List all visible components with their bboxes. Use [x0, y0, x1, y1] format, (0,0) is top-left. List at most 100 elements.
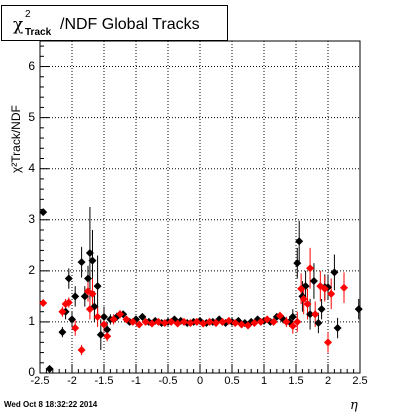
data-point-red [58, 307, 67, 316]
data-point-red [135, 320, 144, 329]
y-tick-label: 3 [28, 211, 35, 226]
data-point-red [256, 317, 265, 326]
data-point-red [297, 284, 306, 293]
axis-ticks [39, 45, 361, 374]
data-point-red [340, 283, 348, 292]
y-axis-label-wrap: χ²Track/NDF [2, 90, 23, 173]
data-point-black [58, 328, 67, 337]
x-tick-label: 1 [260, 375, 268, 387]
data-point-red [192, 317, 201, 326]
data-point-red [160, 318, 169, 327]
data-point-black [84, 274, 92, 283]
data-point-red [180, 317, 188, 326]
data-point-red [154, 317, 163, 326]
data-markers [39, 208, 363, 373]
data-point-black [85, 248, 94, 257]
data-point-red [263, 315, 272, 324]
data-point-red [299, 294, 308, 303]
data-point-red [288, 322, 297, 331]
data-point-red [141, 317, 150, 326]
data-point-red [311, 310, 320, 319]
data-point-black [68, 315, 76, 324]
data-point-black [354, 305, 363, 314]
data-point-red [186, 318, 195, 327]
x-tick-label: -1 [131, 375, 141, 387]
data-point-black [330, 268, 339, 277]
y-tick-label: 1 [28, 313, 35, 328]
data-point-red [324, 338, 332, 347]
data-point-black [306, 310, 315, 319]
data-point-red [218, 317, 227, 326]
y-tick-label: 2 [28, 262, 35, 277]
data-point-black [314, 318, 323, 327]
data-point-red [244, 321, 252, 330]
data-point-red [293, 317, 302, 326]
x-tick-label: 0.5 [224, 375, 240, 387]
data-point-black [80, 292, 89, 301]
data-point-black [93, 282, 102, 291]
data-point-black [309, 277, 318, 286]
y-tick-label: 4 [28, 160, 35, 175]
data-point-red [122, 315, 131, 324]
x-tick-label: -1.5 [94, 375, 114, 387]
data-point-red [39, 299, 48, 308]
data-point-black [77, 258, 86, 267]
x-tick-label: -0.5 [158, 375, 178, 387]
data-point-black [71, 292, 80, 301]
data-point-red [269, 317, 278, 326]
data-point-black [64, 274, 73, 283]
y-tick-label: 0 [28, 365, 35, 379]
data-point-black [293, 259, 302, 268]
data-point-red [116, 310, 124, 319]
data-point-black [100, 312, 108, 321]
data-point-red [224, 316, 233, 325]
data-point-red [231, 318, 240, 327]
data-point-black [39, 208, 48, 217]
data-point-black [138, 312, 147, 321]
data-point-red [250, 318, 259, 327]
data-point-red [85, 305, 94, 314]
data-point-red [167, 317, 176, 326]
data-point-red [88, 289, 97, 298]
data-point-red [276, 311, 284, 320]
title-superscript: 2 [25, 9, 31, 20]
data-point-red [320, 284, 329, 293]
data-point-red [77, 346, 86, 355]
data-point-red [64, 298, 73, 307]
x-axis-label: η [350, 398, 358, 413]
y-tick-label: 6 [28, 58, 35, 73]
y-tick-label: 5 [28, 109, 35, 124]
data-point-red [282, 317, 291, 326]
data-point-black [103, 325, 112, 334]
data-point-red [237, 320, 246, 329]
data-point-black [295, 237, 304, 246]
data-point-red [173, 319, 182, 328]
data-point-red [148, 319, 156, 328]
data-point-red [103, 332, 112, 341]
title-box: χ 2 Track /NDF Global Tracks [1, 5, 228, 41]
title-chi-symbol: χ [13, 15, 24, 35]
data-point-red [205, 317, 214, 326]
data-point-red [109, 315, 118, 324]
data-point-black [317, 305, 326, 314]
chart-title: /NDF Global Tracks [60, 16, 200, 33]
timestamp: Wed Oct 8 18:32:22 2014 [4, 400, 98, 409]
x-tick-label: 1.5 [288, 375, 304, 387]
data-point-red [128, 317, 137, 326]
x-tick-label: -2.5 [30, 375, 50, 387]
data-point-red [93, 312, 102, 321]
x-tick-label: 2.5 [352, 375, 368, 387]
data-point-black [288, 312, 297, 321]
data-point-red [306, 264, 315, 273]
title-subscript: Track [25, 27, 52, 38]
data-point-black [333, 324, 342, 333]
data-point-red [303, 300, 312, 309]
data-point-red [327, 289, 336, 298]
data-point-red [199, 319, 208, 328]
y-axis-label: χ²Track/NDF [9, 105, 23, 173]
data-point-black [45, 364, 54, 373]
x-tick-label: 2 [324, 375, 332, 387]
x-tick-label: -2 [67, 375, 77, 387]
data-point-red [71, 324, 80, 333]
